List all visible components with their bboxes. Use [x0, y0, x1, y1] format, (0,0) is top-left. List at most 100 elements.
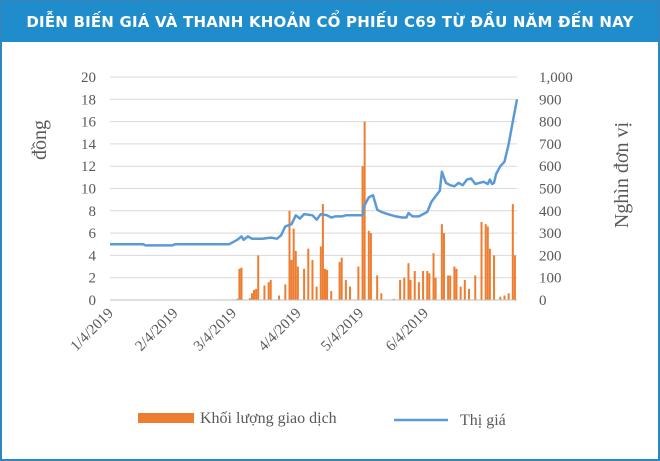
volume-bar: [292, 228, 295, 300]
y-left-axis-label: đồng: [29, 120, 51, 160]
volume-bar: [486, 226, 489, 300]
volume-bar: [349, 286, 352, 300]
y-left-tick-label: 6: [89, 226, 97, 242]
y-right-tick-label: 500: [539, 182, 562, 198]
volume-bar: [294, 250, 297, 300]
volume-bar: [361, 166, 364, 300]
y-left-tick-label: 4: [89, 248, 97, 264]
volume-bar: [499, 296, 502, 300]
y-left-tick-label: 8: [89, 204, 97, 220]
legend: Khối lượng giao dịch Thị giá: [138, 410, 506, 429]
y-left-tick-label: 2: [89, 271, 97, 287]
volume-bar: [422, 271, 425, 300]
volume-bar: [326, 269, 329, 300]
volume-bar: [269, 279, 272, 300]
volume-bar: [455, 268, 458, 300]
volume-bar: [442, 233, 445, 300]
volume-bar: [284, 284, 287, 300]
volume-bar: [449, 275, 452, 300]
volume-bar: [392, 298, 395, 300]
y-right-tick-label: 800: [539, 115, 562, 131]
title-banner: DIỄN BIẾN GIÁ VÀ THANH KHOẢN CỔ PHIẾU C6…: [2, 2, 658, 42]
volume-bar: [513, 255, 516, 300]
volume-bar: [340, 257, 343, 300]
y-right-axis-label: Nghìn đơn vị: [611, 121, 633, 228]
volume-bar: [407, 263, 410, 300]
y-right-tick-label: 400: [539, 204, 562, 220]
volume-bar: [459, 286, 462, 300]
volume-bar: [413, 271, 416, 300]
x-tick-label: 3/4/2019: [191, 306, 240, 355]
volume-bar: [507, 293, 510, 300]
volume-bar: [278, 295, 281, 300]
y-left-tick-label: 14: [81, 137, 97, 153]
x-tick-label: 1/4/2019: [68, 306, 117, 355]
volume-bar: [255, 288, 258, 300]
volume-bar: [453, 266, 456, 300]
volume-bar: [307, 248, 310, 300]
volume-bar: [428, 273, 431, 300]
y-left-tick-label: 12: [81, 159, 96, 175]
volume-bar: [357, 266, 360, 300]
volume-bar: [474, 275, 477, 300]
volume-bar: [267, 282, 270, 300]
volume-bar: [344, 279, 347, 300]
volume-bar: [321, 204, 324, 300]
y-right-tick-label: 600: [539, 159, 562, 175]
x-tick-label: 4/4/2019: [256, 306, 305, 355]
volume-bar: [288, 210, 291, 300]
legend-price-label: Thị giá: [460, 412, 506, 429]
volume-bars: [232, 121, 516, 300]
y-right-tick-label: 0: [539, 293, 547, 309]
volume-bar: [369, 233, 372, 300]
y-left-tick-label: 0: [89, 293, 97, 309]
volume-bar: [236, 298, 239, 300]
volume-bar: [248, 298, 251, 300]
volume-bar: [480, 221, 483, 300]
volume-bar: [380, 293, 383, 300]
y-left-tick-label: 10: [81, 182, 96, 198]
volume-bar: [311, 259, 314, 300]
volume-bar: [434, 277, 437, 300]
volume-bar: [432, 253, 435, 300]
volume-bar: [511, 204, 514, 300]
price-line-group: [110, 99, 519, 247]
y-left-tick-label: 16: [81, 115, 97, 131]
volume-bar: [417, 282, 420, 300]
volume-bar: [290, 259, 293, 300]
volume-bar: [263, 285, 266, 300]
volume-bar: [447, 275, 450, 300]
volume-bar: [409, 279, 412, 300]
y-right-tick-label: 100: [539, 271, 562, 287]
volume-bar: [296, 266, 299, 300]
volume-bar: [338, 262, 341, 300]
volume-bar: [238, 268, 241, 300]
volume-bar: [323, 268, 326, 300]
volume-bar: [376, 275, 379, 300]
y-right-tick-label: 1,000: [539, 70, 573, 86]
volume-bar: [257, 255, 260, 300]
legend-volume-swatch: [138, 413, 194, 423]
volume-bar: [503, 295, 506, 300]
gridlines: [110, 76, 517, 301]
volume-bar: [426, 271, 429, 300]
volume-bar: [367, 230, 370, 300]
y-right-tick-label: 300: [539, 226, 562, 242]
volume-bar: [488, 248, 491, 300]
volume-bar: [253, 289, 256, 300]
volume-bar: [250, 293, 253, 300]
volume-bar: [330, 291, 333, 300]
volume-bar: [484, 224, 487, 300]
y-left-tick-label: 20: [81, 70, 96, 86]
y-left-tick-label: 18: [81, 92, 96, 108]
y-right-tick-label: 900: [539, 92, 562, 108]
axes: 0246810121416182001002003004005006007008…: [68, 70, 573, 355]
chart-title: DIỄN BIẾN GIÁ VÀ THANH KHOẢN CỔ PHIẾU C6…: [26, 13, 634, 31]
volume-bar: [467, 288, 470, 300]
volume-bar: [303, 268, 306, 300]
volume-bar: [440, 224, 443, 300]
volume-bar: [315, 286, 318, 300]
volume-bar: [493, 255, 496, 300]
y-right-tick-label: 700: [539, 137, 562, 153]
